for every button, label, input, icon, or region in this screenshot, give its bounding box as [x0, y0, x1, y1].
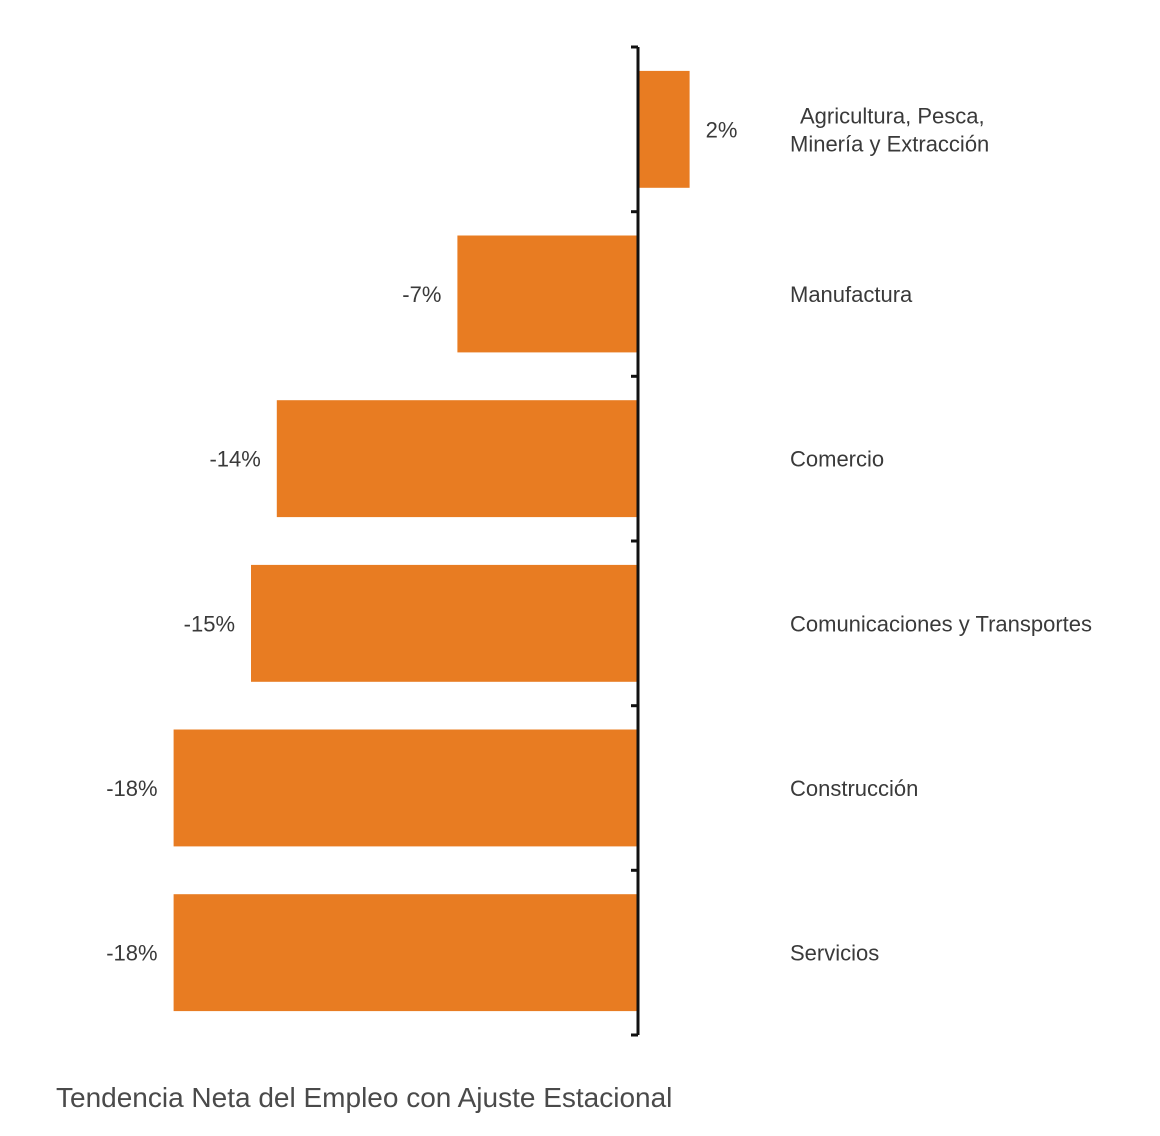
bar-5: [173, 894, 638, 1012]
category-label-0: Agricultura, Pesca, Minería y Extracción: [790, 103, 989, 156]
category-label-1: Manufactura: [790, 282, 913, 307]
category-label-4: Construcción: [790, 776, 918, 801]
bars-group: [173, 70, 690, 1012]
category-label-3: Comunicaciones y Transportes: [790, 611, 1092, 636]
category-label-5: Servicios: [790, 941, 879, 966]
value-label-4: -18%: [106, 776, 157, 801]
bar-0: [638, 70, 690, 188]
bar-3: [251, 564, 638, 682]
bar-chart: 2% -7% -14% -15% -18% -18% Agricultura, Pesca…: [106, 45, 1092, 1037]
value-label-1: -7%: [402, 282, 441, 307]
value-label-2: -14%: [209, 447, 260, 472]
value-label-5: -18%: [106, 941, 157, 966]
bar-1: [457, 235, 638, 353]
value-label-3: -15%: [184, 611, 235, 636]
category-label-2: Comercio: [790, 447, 884, 472]
bar-2: [276, 400, 638, 518]
category-labels-group: Agricultura, Pesca, Minería y Extracción M…: [790, 103, 1092, 965]
value-labels-group: 2% -7% -14% -15% -18% -18%: [106, 117, 737, 965]
bar-4: [173, 729, 638, 847]
value-label-0: 2%: [706, 117, 738, 142]
category-axis: [631, 45, 640, 1037]
chart-title: Tendencia Neta del Empleo con Ajuste Est…: [56, 1082, 673, 1113]
